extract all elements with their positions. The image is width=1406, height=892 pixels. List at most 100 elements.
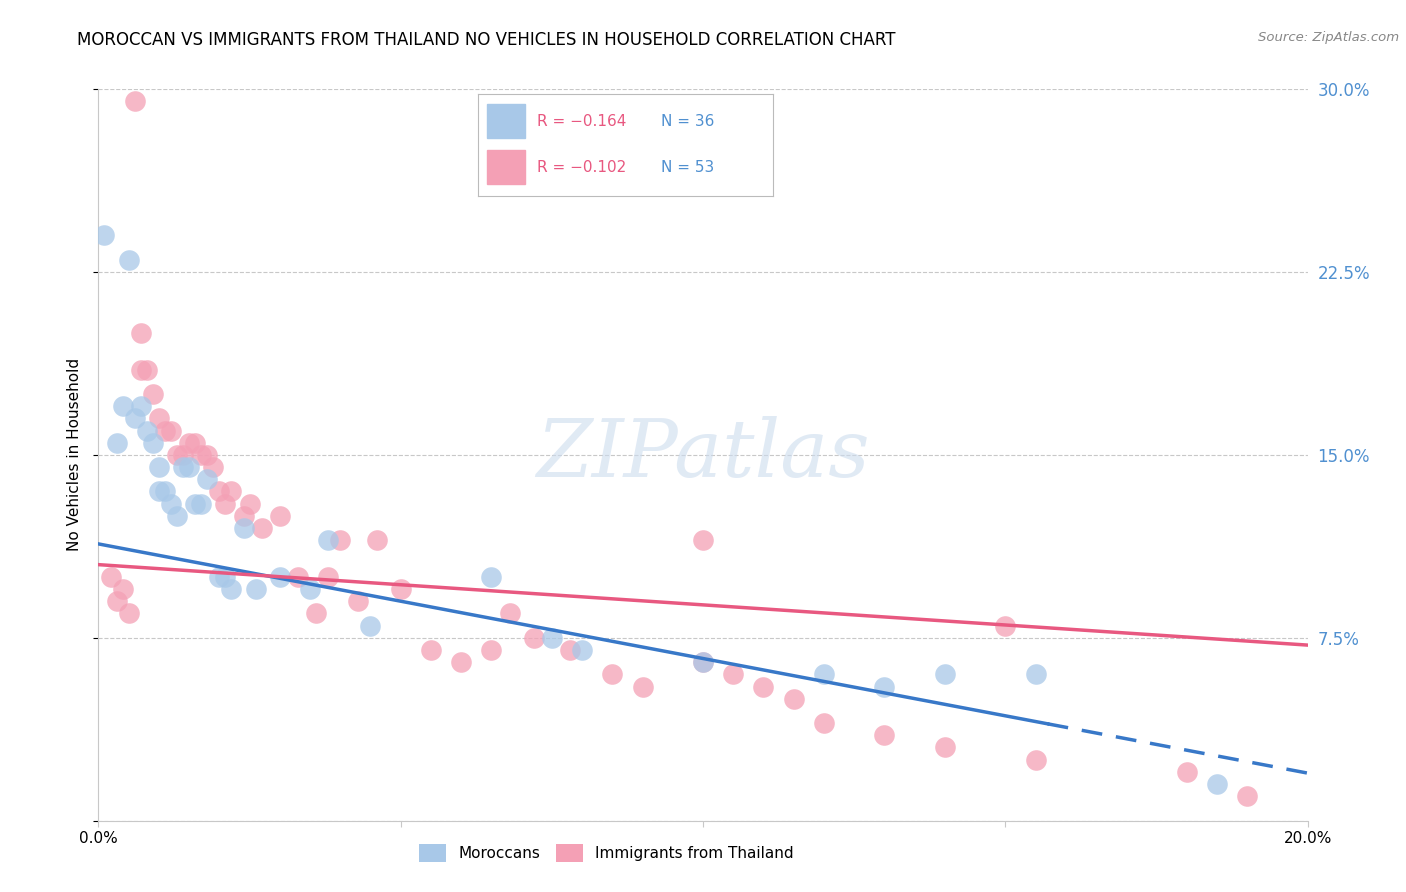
Text: R = −0.102: R = −0.102 (537, 160, 626, 175)
Point (1236, 789, 1258, 804)
Point (142, 387, 165, 401)
Point (602, 667, 624, 681)
Point (934, 667, 956, 681)
Point (813, 716, 835, 731)
Point (450, 655, 472, 669)
Point (1024, 753, 1046, 767)
Point (558, 643, 581, 657)
Point (190, 448, 212, 462)
Point (105, 594, 128, 608)
Text: MOROCCAN VS IMMIGRANTS FROM THAILAND NO VEHICLES IN HOUSEHOLD CORRELATION CHART: MOROCCAN VS IMMIGRANTS FROM THAILAND NO … (77, 31, 896, 49)
Point (111, 399, 134, 413)
Point (124, 411, 146, 425)
Point (118, 607, 141, 621)
Point (202, 460, 225, 475)
Point (316, 570, 339, 584)
Point (250, 521, 273, 535)
Point (208, 484, 231, 499)
Y-axis label: No Vehicles in Household: No Vehicles in Household (67, 359, 83, 551)
Point (160, 497, 183, 511)
Point (420, 643, 443, 657)
Point (129, 362, 152, 376)
Point (221, 582, 243, 596)
Point (195, 472, 218, 486)
Bar (486, 104, 526, 137)
Point (184, 435, 207, 450)
Point (148, 460, 170, 475)
Text: R = −0.164: R = −0.164 (537, 114, 627, 128)
Point (184, 497, 207, 511)
Point (245, 582, 267, 596)
Point (179, 460, 201, 475)
Point (389, 582, 412, 596)
Point (873, 680, 896, 694)
Point (93, 228, 115, 243)
Point (105, 435, 128, 450)
Point (135, 424, 157, 438)
Point (269, 508, 291, 523)
Point (481, 570, 503, 584)
Point (166, 448, 188, 462)
Point (153, 484, 176, 499)
Point (232, 521, 254, 535)
Point (239, 497, 262, 511)
Point (221, 484, 243, 499)
Point (160, 424, 183, 438)
Point (305, 607, 328, 621)
Point (523, 631, 546, 645)
Point (153, 424, 176, 438)
Point (813, 667, 835, 681)
Point (631, 680, 654, 694)
Point (148, 411, 170, 425)
Point (179, 435, 201, 450)
Point (783, 691, 806, 706)
Point (214, 570, 236, 584)
Text: Source: ZipAtlas.com: Source: ZipAtlas.com (1258, 31, 1399, 45)
Point (299, 582, 322, 596)
Point (329, 533, 352, 548)
Point (873, 728, 896, 742)
Point (129, 326, 152, 340)
Text: N = 36: N = 36 (661, 114, 714, 128)
Point (540, 631, 562, 645)
Point (498, 607, 520, 621)
Point (148, 484, 170, 499)
Point (347, 594, 370, 608)
Point (135, 362, 157, 376)
Point (166, 508, 188, 523)
Point (934, 740, 956, 755)
Point (287, 570, 309, 584)
Text: ZIPatlas: ZIPatlas (536, 417, 870, 493)
Point (316, 533, 339, 548)
Point (129, 399, 152, 413)
Point (269, 570, 291, 584)
Point (195, 448, 218, 462)
Point (723, 667, 745, 681)
Text: N = 53: N = 53 (661, 160, 714, 175)
Point (172, 448, 194, 462)
Point (692, 533, 714, 548)
Legend: Moroccans, Immigrants from Thailand: Moroccans, Immigrants from Thailand (412, 838, 800, 868)
Point (994, 618, 1017, 632)
Point (214, 497, 236, 511)
Point (1175, 764, 1198, 779)
Point (118, 252, 141, 267)
Point (481, 643, 503, 657)
Point (172, 460, 194, 475)
Point (1206, 777, 1229, 791)
Point (692, 655, 714, 669)
Point (111, 582, 134, 596)
Point (190, 497, 212, 511)
Point (571, 643, 593, 657)
Point (752, 680, 775, 694)
Point (208, 570, 231, 584)
Point (124, 95, 146, 109)
Bar (486, 150, 526, 184)
Point (232, 508, 254, 523)
Point (142, 435, 165, 450)
Point (1024, 667, 1046, 681)
Point (692, 655, 714, 669)
Point (366, 533, 388, 548)
Point (100, 570, 122, 584)
Point (360, 618, 382, 632)
